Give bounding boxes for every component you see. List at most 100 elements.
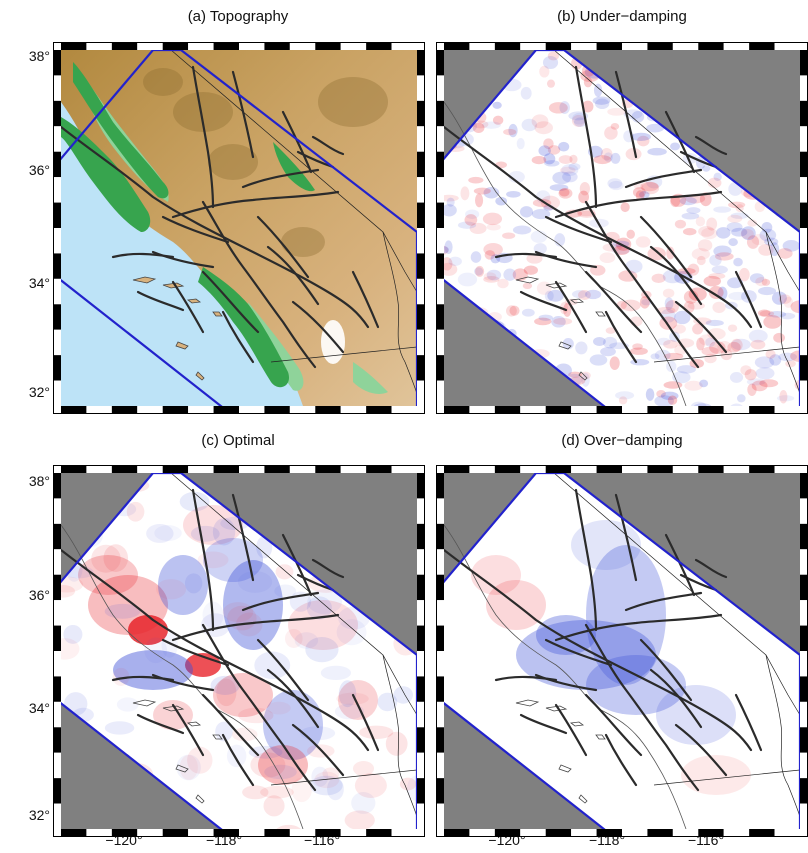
fault-trace [519,713,568,735]
fault-trace [554,190,723,219]
mountain-shade [208,144,258,180]
fault-trace [664,110,696,174]
island-outline [578,371,588,381]
fault-trace [191,488,215,632]
y-tick-label-32-top: 32° [28,384,50,400]
panel-title-c: (c) Optimal [201,432,275,449]
fault-trace [604,310,638,364]
island-outline [558,341,572,350]
fault-trace [61,125,370,329]
island-outline [132,699,157,707]
optimal-map-panel [53,465,425,837]
fault-trace [136,290,185,312]
fault-trace [649,668,703,729]
island-outline [578,794,588,804]
fault-trace [311,135,345,156]
fault-trace [171,613,340,642]
island-outline [175,341,189,350]
fault-trace [494,252,558,259]
island-outline [186,721,202,727]
fault-trace [584,200,700,369]
panel-title-b: (b) Under−damping [557,8,687,25]
fault-trace [256,638,310,702]
fault-trace [201,200,317,369]
y-tick-label-38-top: 38° [28,48,50,64]
island-outline [162,282,185,289]
fault-trace [694,558,728,579]
state-border [553,50,800,293]
valley-area [198,267,290,388]
fault-trace [241,591,320,612]
state-border [765,231,800,395]
fault-trace [444,125,753,329]
fault-trace [639,215,693,279]
state-border [170,473,417,716]
fault-trace [351,693,380,752]
fault-trace [519,290,568,312]
fault-trace [111,252,175,259]
fault-trace [201,623,317,792]
fault-trace [554,280,588,334]
lowland-area [353,362,388,394]
fault-trace [311,558,345,579]
fault-trace [544,638,613,667]
study-region [444,50,800,406]
island-outline [132,276,157,284]
island-outline [175,764,189,773]
panel-title-a: (a) Topography [187,8,289,25]
region-outline [444,50,800,406]
fault-trace [624,168,703,189]
state-border [553,473,800,716]
region-outline [61,473,417,829]
fault-trace [544,215,613,244]
fault-trace [151,250,215,269]
region-outline [61,50,417,406]
fault-trace [231,70,255,159]
island-outline [212,311,223,317]
y-tick-label-32-bottom: 32° [28,807,50,823]
fault-trace [614,70,638,159]
fault-trace [494,675,558,682]
fault-trace [584,270,643,334]
state-border [382,231,417,395]
island-outline [195,371,205,381]
fault-trace [136,713,185,735]
fault-trace [281,533,313,597]
fault-trace [231,493,255,582]
y-tick-label-34-bottom: 34° [28,700,50,716]
state-border [270,769,417,786]
fault-trace [241,168,320,189]
fault-trace [639,638,693,702]
fault-trace [584,693,643,757]
y-tick-label-36-top: 36° [28,162,50,178]
fault-trace [201,270,260,334]
region-outline [444,473,800,829]
y-tick-label-36-bottom: 36° [28,587,50,603]
island-outline [558,764,572,773]
fault-trace [221,733,255,787]
panel-title-d: (d) Over−damping [561,432,683,449]
fault-trace [171,190,340,219]
fault-trace [674,300,728,354]
valley-area [61,117,151,232]
fault-trace [574,488,598,632]
fault-trace [151,673,215,692]
fault-trace [664,533,696,597]
fault-trace [161,638,230,667]
island-outline [569,298,585,304]
fault-trace [171,703,205,757]
state-border [653,346,800,363]
island-outline [212,734,223,740]
fault-trace [554,703,588,757]
fault-trace [61,548,370,752]
state-border [653,769,800,786]
fault-trace [281,110,313,174]
topography-map-panel [53,42,425,414]
fault-trace [734,270,763,329]
fault-trace [171,280,205,334]
fault-trace [161,215,230,244]
island-outline [569,721,585,727]
island-outline [162,705,185,712]
fault-trace [266,245,320,306]
fault-trace [694,135,728,156]
